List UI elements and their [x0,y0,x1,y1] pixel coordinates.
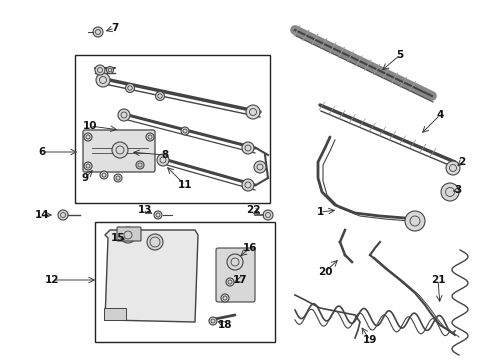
Circle shape [154,211,162,219]
Circle shape [114,174,122,182]
Text: 5: 5 [396,50,403,60]
Circle shape [84,133,92,141]
Bar [95,222,274,342]
Text: 8: 8 [161,150,168,160]
Circle shape [245,105,260,119]
Text: 3: 3 [453,185,461,195]
Text: 21: 21 [430,275,445,285]
Circle shape [93,27,103,37]
Text: 11: 11 [177,180,192,190]
Polygon shape [105,230,198,322]
Circle shape [208,317,217,325]
Text: 16: 16 [242,243,257,253]
Bar [104,308,126,320]
Circle shape [404,211,424,231]
Circle shape [263,210,272,220]
FancyBboxPatch shape [83,130,155,172]
Circle shape [146,133,154,141]
Circle shape [445,161,459,175]
Circle shape [112,142,128,158]
Circle shape [157,154,169,166]
Text: 7: 7 [111,23,119,33]
Circle shape [120,227,136,243]
Text: 22: 22 [245,205,260,215]
Circle shape [225,278,234,286]
Circle shape [147,234,163,250]
Text: 20: 20 [317,267,331,277]
Bar [75,55,269,203]
Text: 10: 10 [82,121,97,131]
Circle shape [118,109,130,121]
Text: 6: 6 [38,147,45,157]
Circle shape [84,162,92,170]
Text: 18: 18 [217,320,232,330]
Circle shape [242,179,253,191]
Circle shape [106,67,113,73]
Text: 17: 17 [232,275,247,285]
Circle shape [58,210,68,220]
Circle shape [136,161,143,169]
Circle shape [440,183,458,201]
Text: 9: 9 [81,173,88,183]
Text: 4: 4 [435,110,443,120]
Circle shape [155,91,164,100]
Text: 19: 19 [362,335,376,345]
Circle shape [181,127,189,135]
Circle shape [95,65,105,75]
FancyBboxPatch shape [117,227,141,241]
Text: 14: 14 [35,210,49,220]
Circle shape [100,171,108,179]
Circle shape [253,161,265,173]
Circle shape [242,142,253,154]
Text: 1: 1 [316,207,323,217]
Circle shape [125,84,134,93]
Text: 12: 12 [45,275,59,285]
Text: 2: 2 [457,157,465,167]
Circle shape [226,254,243,270]
Circle shape [221,294,228,302]
Circle shape [96,73,110,87]
Text: 15: 15 [110,233,125,243]
FancyBboxPatch shape [216,248,254,302]
Text: 13: 13 [138,205,152,215]
